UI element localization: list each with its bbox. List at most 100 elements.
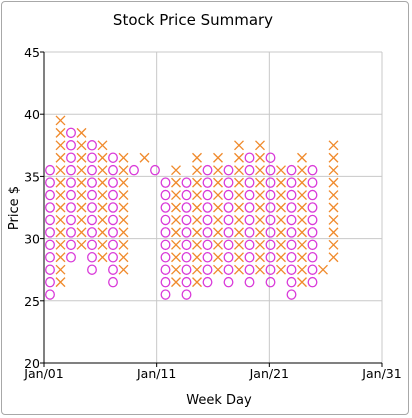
o-mark: [108, 152, 118, 163]
o-mark: [160, 177, 171, 188]
x-mark: [97, 202, 108, 213]
o-mark: [307, 252, 318, 263]
x-mark: [139, 152, 150, 163]
o-mark: [87, 227, 97, 238]
o-mark: [181, 239, 192, 251]
x-mark: [97, 252, 108, 263]
o-column: [87, 140, 97, 275]
o-mark: [286, 164, 297, 176]
o-mark: [265, 189, 276, 201]
x-mark: [97, 165, 108, 176]
x-mark: [76, 127, 87, 138]
x-mark: [171, 227, 181, 238]
x-mark: [97, 239, 108, 250]
x-mark: [297, 165, 307, 176]
y-axis-title: Price $: [7, 186, 22, 230]
x-mark: [276, 252, 286, 263]
x-mark: [76, 227, 87, 238]
x-mark: [171, 252, 181, 263]
x-mark: [118, 264, 129, 275]
o-mark: [87, 214, 97, 226]
x-mark: [55, 264, 66, 275]
x-column: [171, 165, 181, 288]
o-mark: [181, 189, 192, 201]
o-mark: [202, 264, 213, 275]
x-mark: [76, 165, 87, 176]
x-mark: [118, 252, 129, 263]
x-mark: [318, 264, 328, 275]
x-mark: [297, 177, 307, 188]
o-mark: [108, 202, 118, 213]
grid-lines: [43, 51, 383, 364]
o-mark: [45, 227, 55, 238]
o-mark: [202, 164, 213, 176]
o-mark: [160, 276, 171, 288]
o-mark: [45, 239, 55, 251]
o-mark: [307, 227, 318, 238]
o-column: [265, 152, 276, 288]
o-mark: [181, 214, 192, 226]
o-mark: [307, 239, 318, 251]
o-mark: [66, 202, 76, 213]
o-mark: [66, 214, 76, 226]
o-mark: [66, 140, 76, 151]
y-tick-label: 45: [24, 45, 40, 60]
o-mark: [286, 252, 297, 263]
x-column: [55, 115, 66, 288]
x-column: [276, 165, 286, 275]
o-mark: [45, 202, 55, 213]
o-mark: [160, 252, 171, 263]
o-column: [244, 152, 255, 288]
o-mark: [87, 177, 97, 188]
o-mark: [265, 227, 276, 238]
o-mark: [87, 164, 97, 176]
x-mark: [118, 190, 129, 201]
x-mark: [297, 277, 307, 288]
o-mark: [265, 276, 276, 288]
o-mark: [286, 239, 297, 251]
o-mark: [160, 227, 171, 238]
x-mark: [276, 227, 286, 238]
x-mark: [297, 190, 307, 201]
o-mark: [307, 164, 318, 176]
x-tick-label: Jan/31: [361, 366, 401, 381]
x-mark: [255, 202, 265, 213]
o-mark: [244, 189, 255, 201]
x-mark: [234, 227, 244, 238]
o-mark: [286, 276, 297, 288]
o-mark: [108, 239, 118, 251]
x-mark: [55, 190, 66, 201]
x-mark: [328, 214, 339, 225]
o-mark: [223, 164, 234, 176]
x-mark: [55, 115, 66, 126]
o-mark: [244, 202, 255, 213]
x-mark: [234, 177, 244, 188]
x-mark: [118, 227, 129, 238]
o-mark: [87, 252, 97, 263]
x-column: [118, 152, 129, 275]
o-mark: [244, 214, 255, 226]
x-mark: [171, 202, 181, 213]
o-mark: [150, 164, 160, 176]
axes: [40, 51, 383, 367]
x-mark: [213, 165, 223, 176]
o-mark: [265, 264, 276, 275]
o-mark: [66, 252, 76, 263]
o-mark: [181, 276, 192, 288]
o-mark: [108, 189, 118, 201]
x-mark: [171, 239, 181, 250]
o-mark: [202, 202, 213, 213]
o-mark: [87, 264, 97, 275]
x-mark: [192, 177, 202, 188]
o-mark: [45, 177, 55, 188]
x-mark: [55, 177, 66, 188]
x-mark: [213, 190, 223, 201]
x-column: [76, 127, 87, 250]
x-mark: [76, 190, 87, 201]
x-tick-label: Jan/01: [23, 366, 63, 381]
o-mark: [286, 289, 297, 300]
o-mark: [202, 239, 213, 251]
x-mark: [255, 190, 265, 201]
x-mark: [234, 152, 244, 163]
